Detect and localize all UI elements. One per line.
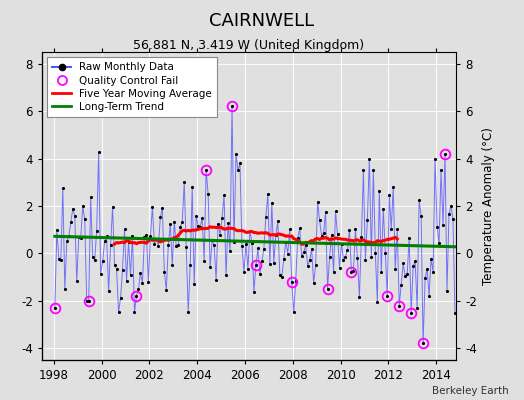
Text: CAIRNWELL: CAIRNWELL <box>210 12 314 30</box>
Legend: Raw Monthly Data, Quality Control Fail, Five Year Moving Average, Long-Term Tren: Raw Monthly Data, Quality Control Fail, … <box>47 57 217 117</box>
Y-axis label: Temperature Anomaly (°C): Temperature Anomaly (°C) <box>482 127 495 285</box>
Title: 56.881 N, 3.419 W (United Kingdom): 56.881 N, 3.419 W (United Kingdom) <box>133 39 365 52</box>
Text: Berkeley Earth: Berkeley Earth <box>432 386 508 396</box>
